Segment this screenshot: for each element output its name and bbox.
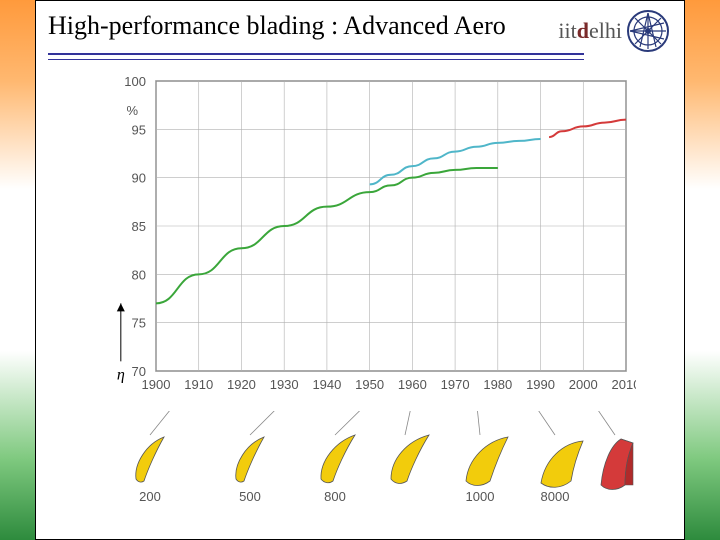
svg-text:75: 75 — [132, 316, 146, 331]
svg-text:200: 200 — [139, 489, 161, 504]
svg-text:%: % — [126, 103, 138, 118]
svg-text:1000: 1000 — [466, 489, 495, 504]
svg-text:1980: 1980 — [483, 377, 512, 392]
efficiency-chart: 1900 1910 1920 1930 1940 1950 1960 1970 1980 1990… — [96, 71, 636, 401]
svg-text:70: 70 — [132, 364, 146, 379]
svg-text:90: 90 — [132, 171, 146, 186]
logo-bold: d — [577, 18, 589, 43]
title-underline — [48, 53, 584, 60]
slide-inner: High-performance blading : Advanced Aero… — [35, 0, 685, 540]
logo-suffix: elhi — [589, 18, 622, 43]
svg-text:1910: 1910 — [184, 377, 213, 392]
svg-text:85: 85 — [132, 219, 146, 234]
bg-stripe-right — [685, 0, 720, 540]
logo-wheel-icon — [626, 9, 670, 53]
bg-stripe-left — [0, 0, 35, 540]
logo-text: iitdelhi — [558, 18, 622, 44]
svg-text:800: 800 — [324, 489, 346, 504]
svg-text:1930: 1930 — [270, 377, 299, 392]
svg-text:8000: 8000 — [541, 489, 570, 504]
svg-text:1970: 1970 — [441, 377, 470, 392]
svg-text:500: 500 — [239, 489, 261, 504]
svg-text:1900: 1900 — [142, 377, 171, 392]
institute-logo: iitdelhi — [558, 9, 670, 53]
logo-prefix: iit — [558, 18, 576, 43]
svg-text:100: 100 — [124, 74, 146, 89]
svg-text:95: 95 — [132, 122, 146, 137]
blade-evolution-row: 200 500 800 1000 8000 — [96, 411, 636, 531]
svg-text:2010: 2010 — [612, 377, 636, 392]
svg-text:1950: 1950 — [355, 377, 384, 392]
svg-text:1960: 1960 — [398, 377, 427, 392]
slide-root: High-performance blading : Advanced Aero… — [0, 0, 720, 540]
svg-text:1940: 1940 — [312, 377, 341, 392]
svg-text:1990: 1990 — [526, 377, 555, 392]
svg-text:η: η — [117, 366, 125, 383]
page-title: High-performance blading : Advanced Aero — [48, 11, 506, 41]
svg-text:1920: 1920 — [227, 377, 256, 392]
svg-text:2000: 2000 — [569, 377, 598, 392]
svg-text:80: 80 — [132, 267, 146, 282]
